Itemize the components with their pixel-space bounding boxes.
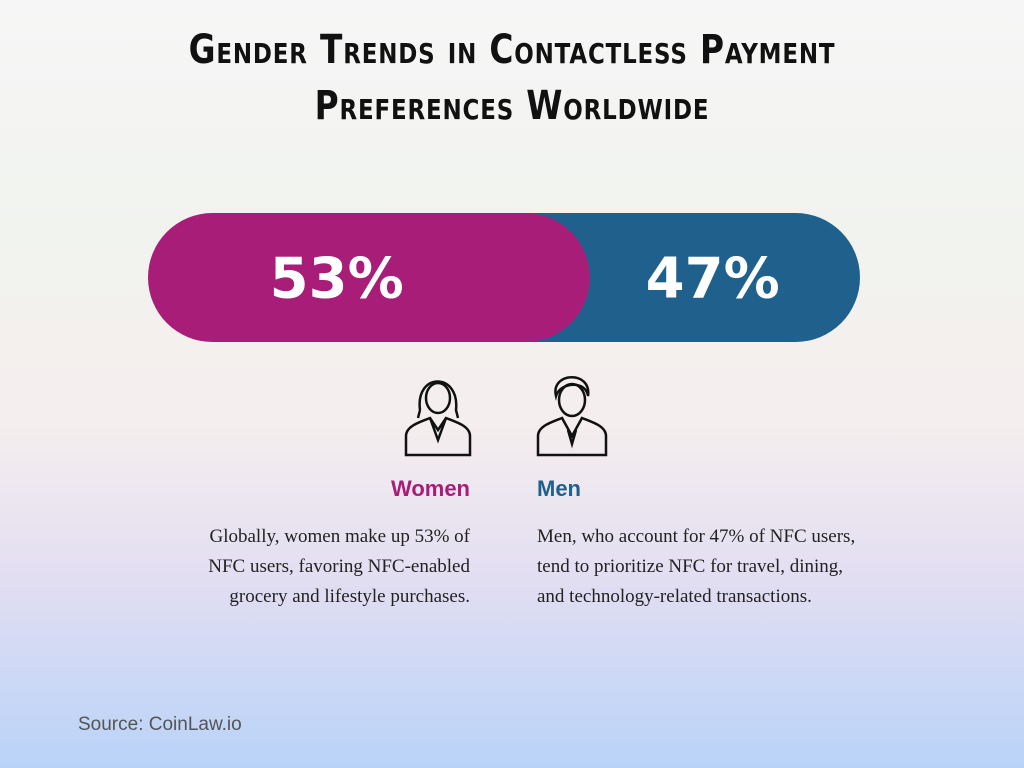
chart-title: Gender Trends in Contactless Payment Pre… xyxy=(188,27,836,129)
legend-label: Women xyxy=(390,476,470,501)
value-label: 53% xyxy=(270,247,404,312)
source: Source: CoinLaw.io xyxy=(78,714,242,735)
value-label: 47% xyxy=(646,247,780,312)
annotation: Men, who account for 47% of NFC users, t… xyxy=(537,526,856,607)
man-icon xyxy=(536,376,608,457)
annotation: Globally, women make up 53% of NFC users… xyxy=(208,526,470,607)
bar-segment xyxy=(148,213,590,342)
legend-label: Men xyxy=(537,476,581,501)
woman-icon xyxy=(404,380,472,457)
